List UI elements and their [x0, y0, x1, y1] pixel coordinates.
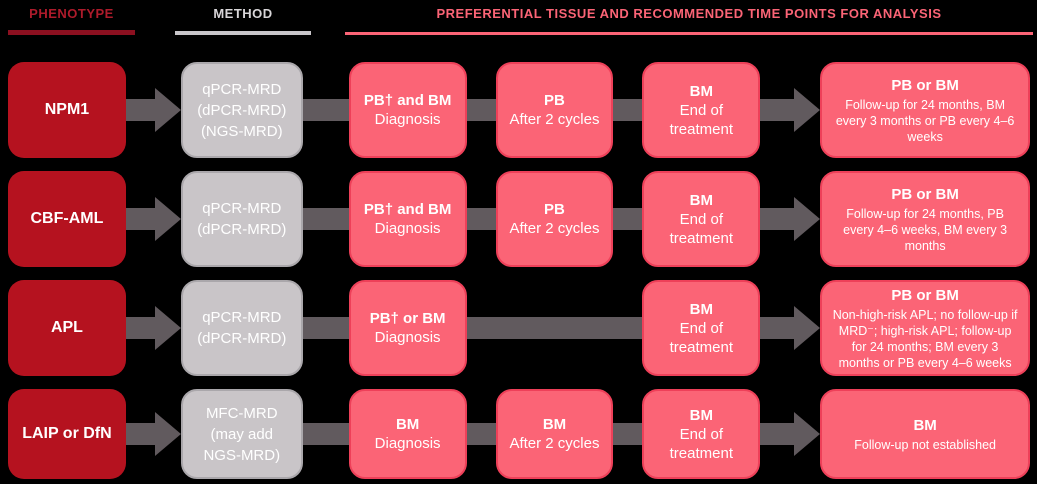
flow-row-apl: APL qPCR-MRD (dPCR-MRD) PB† or BM Diagno… [8, 280, 1030, 376]
stage-time: After 2 cycles [509, 435, 600, 452]
stage-tissue: BM [542, 416, 567, 433]
stage-time: Diagnosis [374, 111, 441, 128]
stage-box-diagnosis: PB† and BM Diagnosis [348, 171, 467, 267]
followup-tissue: BM [913, 416, 937, 434]
stage-tissue: PB [544, 201, 565, 218]
flow-arrow-icon [760, 389, 821, 479]
stage-box-after-2-cycles: PB After 2 cycles [495, 62, 614, 158]
stage-box-after-2-cycles: PB After 2 cycles [495, 171, 614, 267]
flow-arrow-icon [760, 280, 821, 376]
phenotype-label: CBF-AML [30, 210, 104, 227]
followup-time: Non-high-risk APL; no follow-up if MRD⁻;… [832, 307, 1018, 370]
stage-box-end-of-treatment: BM End of treatment [642, 280, 761, 376]
followup-box: PB or BM Follow-up for 24 months, BM eve… [820, 62, 1031, 158]
method-box: qPCR-MRD (dPCR-MRD) [180, 280, 303, 376]
method-header-rule [175, 31, 311, 35]
phenotype-label: LAIP or DfN [22, 425, 112, 442]
flow-arrow-icon [760, 171, 821, 267]
stage-time: End of treatment [669, 425, 734, 462]
method-header: METHOD [175, 6, 311, 35]
phenotype-box: NPM1 [8, 62, 126, 158]
flow-arrow-icon [125, 280, 181, 376]
stage-time: After 2 cycles [509, 111, 600, 128]
stage-box-end-of-treatment: BM End of treatment [642, 171, 761, 267]
column-headers: PHENOTYPE METHOD PREFERENTIAL TISSUE AND… [0, 0, 1037, 60]
flow-diagram: NPM1 qPCR-MRD (dPCR-MRD) (NGS-MRD) PB† a… [8, 62, 1031, 479]
stage-tissue: BM [689, 191, 713, 209]
stage-time: End of treatment [669, 210, 734, 247]
connector-bar [613, 62, 643, 158]
followup-tissue: PB or BM [891, 76, 959, 94]
followup-tissue: PB or BM [891, 185, 959, 203]
phenotype-box: APL [8, 280, 126, 376]
stage-tissue: BM [689, 406, 713, 424]
stage-tissue: BM [689, 82, 713, 100]
flow-arrow-icon [125, 62, 181, 158]
connector-bar [466, 171, 496, 267]
method-label: qPCR-MRD (dPCR-MRD) [197, 309, 287, 347]
method-label: qPCR-MRD (dPCR-MRD) (NGS-MRD) [197, 80, 287, 140]
stage-box-diagnosis: BM Diagnosis [348, 389, 467, 479]
flow-arrow-icon [760, 62, 821, 158]
phenotype-label: NPM1 [44, 101, 90, 118]
phenotype-label: APL [50, 319, 83, 336]
followup-time: Follow-up for 24 months, BM every 3 mont… [835, 97, 1015, 144]
followup-box: BM Follow-up not established [820, 389, 1031, 479]
method-box: MFC-MRD (may add NGS-MRD) [180, 389, 303, 479]
followup-box: PB or BM Follow-up for 24 months, PB eve… [820, 171, 1031, 267]
connector-bar [613, 389, 643, 479]
stage-box-after-2-cycles: BM After 2 cycles [495, 389, 614, 479]
followup-box: PB or BM Non-high-risk APL; no follow-up… [820, 280, 1030, 376]
connector-bar [302, 280, 349, 376]
stage-time: After 2 cycles [509, 220, 600, 237]
connector-bar [466, 389, 496, 479]
stage-box-diagnosis: PB† and BM Diagnosis [348, 62, 467, 158]
method-box: qPCR-MRD (dPCR-MRD) (NGS-MRD) [180, 62, 303, 158]
stage-box-diagnosis: PB† or BM Diagnosis [348, 280, 467, 376]
connector-bar [302, 389, 349, 479]
analysis-header-rule [345, 32, 1033, 35]
stage-tissue: PB† or BM [369, 310, 446, 327]
stage-time: Diagnosis [374, 435, 441, 452]
connector-bar [613, 171, 643, 267]
connector-bar-long [466, 280, 643, 376]
connector-bar [466, 62, 496, 158]
stage-time: Diagnosis [374, 220, 441, 237]
stage-tissue: BM [395, 416, 420, 433]
stage-time: Diagnosis [374, 329, 441, 346]
followup-tissue: PB or BM [891, 286, 959, 304]
method-label: qPCR-MRD (dPCR-MRD) [197, 200, 287, 238]
analysis-header-label: PREFERENTIAL TISSUE AND RECOMMENDED TIME… [436, 6, 942, 21]
followup-time: Follow-up not established [854, 437, 996, 452]
stage-box-end-of-treatment: BM End of treatment [642, 62, 761, 158]
method-header-label: METHOD [213, 6, 273, 21]
stage-tissue: PB† and BM [363, 201, 452, 218]
stage-tissue: PB† and BM [363, 92, 452, 109]
stage-box-end-of-treatment: BM End of treatment [642, 389, 761, 479]
phenotype-box: CBF-AML [8, 171, 126, 267]
phenotype-box: LAIP or DfN [8, 389, 126, 479]
flow-row-laip-dfn: LAIP or DfN MFC-MRD (may add NGS-MRD) BM… [8, 389, 1031, 479]
phenotype-header: PHENOTYPE [8, 6, 135, 35]
flow-row-npm1: NPM1 qPCR-MRD (dPCR-MRD) (NGS-MRD) PB† a… [8, 62, 1031, 158]
connector-bar [302, 62, 349, 158]
phenotype-header-label: PHENOTYPE [29, 6, 114, 21]
stage-tissue: PB [544, 92, 565, 109]
stage-time: End of treatment [669, 101, 734, 138]
flow-row-cbf-aml: CBF-AML qPCR-MRD (dPCR-MRD) PB† and BM D… [8, 171, 1031, 267]
followup-time: Follow-up for 24 months, PB every 4–6 we… [843, 206, 1008, 253]
method-label: MFC-MRD (may add NGS-MRD) [203, 404, 281, 464]
flow-arrow-icon [125, 171, 181, 267]
method-box: qPCR-MRD (dPCR-MRD) [180, 171, 303, 267]
analysis-header: PREFERENTIAL TISSUE AND RECOMMENDED TIME… [345, 6, 1033, 35]
connector-bar [302, 171, 349, 267]
phenotype-header-rule [8, 30, 135, 35]
stage-time: End of treatment [669, 319, 733, 356]
flow-arrow-icon [125, 389, 181, 479]
stage-tissue: BM [689, 300, 713, 318]
